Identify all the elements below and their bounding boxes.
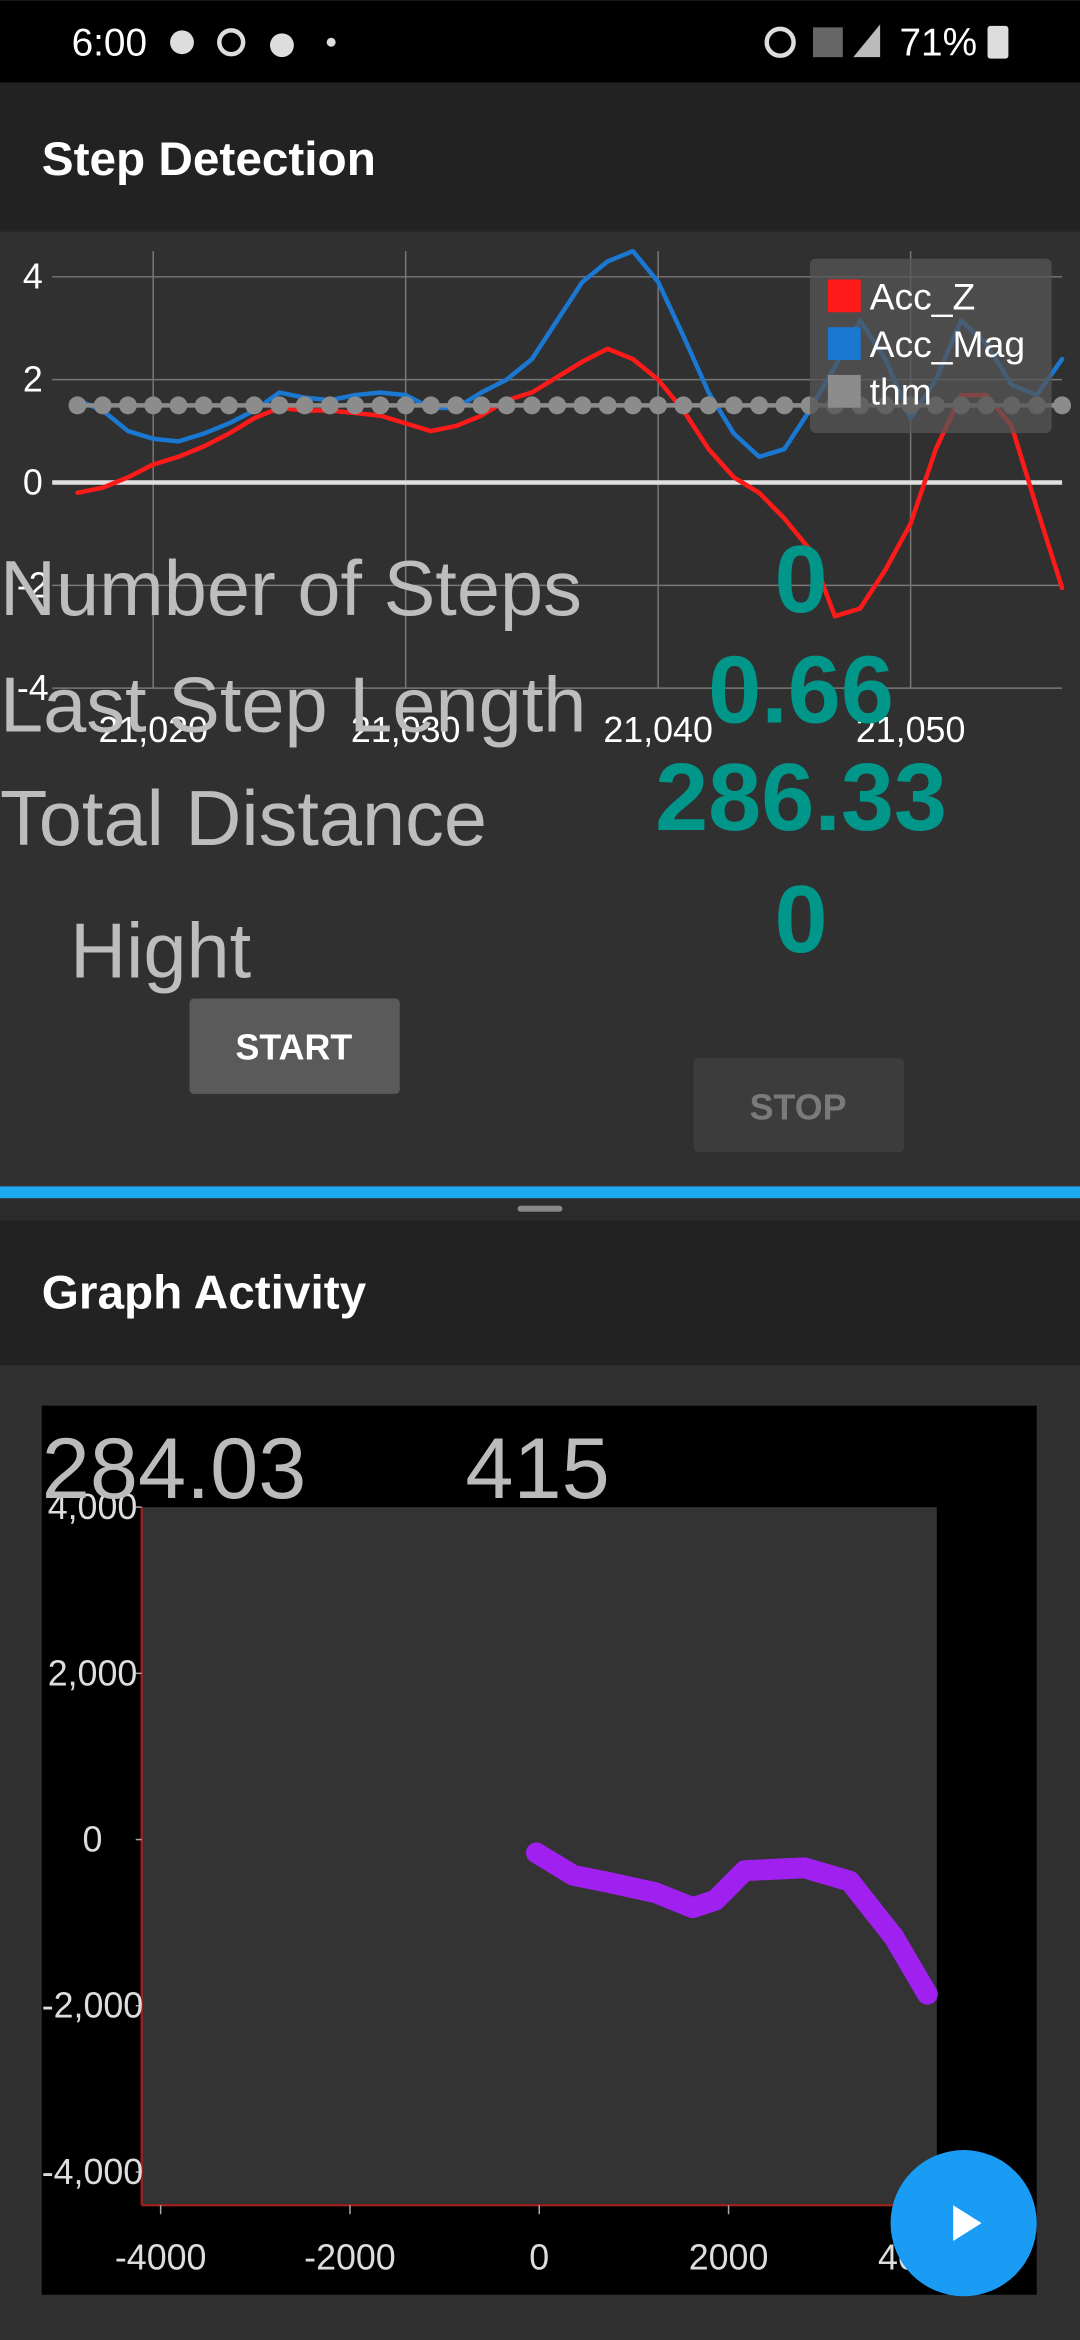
y-tick-label: -4,000 xyxy=(42,2152,144,2192)
network-icon xyxy=(812,27,843,58)
series-marker xyxy=(623,396,642,415)
app-title: Step Detection xyxy=(42,133,376,186)
y-tick-label: -4 xyxy=(17,668,49,708)
y-tick-label: -2 xyxy=(17,565,49,605)
series-marker xyxy=(295,396,314,415)
x-tick-label: 21,040 xyxy=(603,710,713,750)
stat-value: 0.66 xyxy=(708,637,894,743)
series-marker xyxy=(144,396,163,415)
alarm-icon xyxy=(764,26,796,58)
stat-value: 0 xyxy=(775,527,828,633)
series-marker xyxy=(270,396,289,415)
drag-handle[interactable] xyxy=(517,1205,563,1212)
divider xyxy=(0,1186,1080,1199)
series-marker xyxy=(421,396,440,415)
play-icon[interactable] xyxy=(953,2205,982,2242)
stat-value: 286.33 xyxy=(655,745,947,851)
battery-level: 71% xyxy=(899,22,977,65)
series-marker xyxy=(598,396,617,415)
y-tick-label: 0 xyxy=(23,462,43,502)
start-button-label[interactable]: START xyxy=(236,1028,353,1068)
stop-button xyxy=(693,1058,904,1153)
series-marker xyxy=(750,396,769,415)
start-button[interactable] xyxy=(189,998,400,1094)
status-icon xyxy=(217,28,246,57)
clock: 6:00 xyxy=(72,22,147,65)
series-marker xyxy=(497,396,516,415)
stat-label: Total Distance xyxy=(0,776,487,862)
x-tick-label: 0 xyxy=(529,2237,549,2277)
y-tick-label: 2,000 xyxy=(48,1653,138,1693)
chart: 21,020 21,030 21,040 21,050 4 2 0 -2 -4 Acc_Z Acc_… xyxy=(17,248,1072,750)
series-marker xyxy=(775,396,794,415)
series-marker xyxy=(649,396,668,415)
series-line xyxy=(525,1842,938,2005)
app-title: Graph Activity xyxy=(42,1267,367,1320)
y-tick-label: 4,000 xyxy=(48,1487,138,1527)
app-bar xyxy=(0,82,1080,232)
series-marker xyxy=(245,396,264,415)
series-marker xyxy=(522,396,541,415)
series-marker xyxy=(548,396,567,415)
y-tick-label: 4 xyxy=(23,257,43,297)
stop-button-label: STOP xyxy=(750,1087,847,1127)
y-tick-label: 0 xyxy=(83,1819,103,1859)
battery-icon xyxy=(987,25,1009,59)
legend-label: Acc_Z xyxy=(870,275,976,317)
series-marker xyxy=(169,396,188,415)
series-marker xyxy=(93,396,112,415)
legend-box xyxy=(810,258,1052,434)
legend-swatch xyxy=(827,374,861,408)
stat-label: Last Step Length xyxy=(0,662,586,748)
series-marker xyxy=(472,396,491,415)
y-tick-label: -2,000 xyxy=(42,1986,144,2026)
x-tick-label: 21,020 xyxy=(98,710,208,750)
series-marker xyxy=(724,396,743,415)
status-icon xyxy=(326,37,336,47)
signal-icon xyxy=(853,24,881,58)
series-marker xyxy=(699,396,718,415)
series-marker xyxy=(674,396,693,415)
readout: 415 xyxy=(465,1421,609,1517)
legend-label: Acc_Mag xyxy=(870,323,1025,365)
readout: 284.03 xyxy=(42,1421,307,1517)
series-marker xyxy=(396,396,415,415)
series-marker xyxy=(194,396,213,415)
series-marker xyxy=(371,396,390,415)
x-tick-label: -2000 xyxy=(304,2237,396,2277)
series-marker xyxy=(119,396,137,415)
x-tick-label: 21,030 xyxy=(351,710,461,750)
stat-label: Hight xyxy=(70,909,251,995)
status-icon xyxy=(270,33,294,58)
series-marker xyxy=(68,396,87,415)
x-tick-label: 21,050 xyxy=(856,710,966,750)
series-marker xyxy=(219,396,238,415)
legend-swatch xyxy=(827,327,861,360)
x-tick-label: -4000 xyxy=(115,2237,207,2277)
stat-label: Number of Steps xyxy=(0,546,582,632)
x-tick-label: 2000 xyxy=(689,2237,769,2277)
y-tick-label: 2 xyxy=(23,360,43,400)
series-marker xyxy=(447,396,466,415)
legend-label: thm xyxy=(870,371,932,413)
status-icon xyxy=(170,30,194,55)
series-marker xyxy=(573,396,592,415)
series-marker xyxy=(346,396,365,415)
series-marker xyxy=(320,396,339,415)
legend-swatch xyxy=(827,279,861,313)
series-marker xyxy=(1053,396,1072,415)
app-bar xyxy=(0,1220,1080,1366)
series-line xyxy=(75,346,1065,619)
stat-value: 0 xyxy=(775,867,828,973)
